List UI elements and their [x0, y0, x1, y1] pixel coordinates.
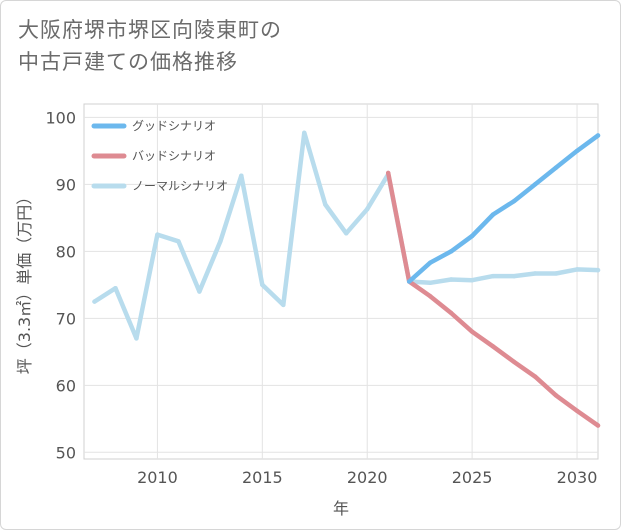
- data-point: [553, 271, 559, 276]
- data-point: [427, 280, 433, 286]
- series-0: [406, 133, 601, 284]
- data-point: [469, 329, 475, 334]
- y-tick-label: 70: [56, 309, 76, 328]
- data-point: [344, 231, 349, 236]
- data-point: [490, 212, 496, 217]
- data-point: [176, 239, 181, 244]
- y-tick-label: 60: [56, 376, 76, 395]
- plot-area: [83, 103, 599, 460]
- data-point: [365, 206, 370, 212]
- data-point: [155, 232, 160, 237]
- legend-item-0: グッドシナリオ: [91, 119, 216, 133]
- data-point: [511, 359, 517, 365]
- data-point: [323, 202, 328, 207]
- legend-label: グッドシナリオ: [132, 119, 216, 133]
- series-layer: [92, 130, 601, 428]
- data-point: [197, 289, 202, 294]
- data-point: [532, 271, 538, 276]
- data-point: [239, 173, 244, 178]
- chart-title: 大阪府堺市堺区向陵東町の 中古戸建ての価格推移: [18, 14, 282, 78]
- data-point: [595, 133, 601, 138]
- legend-item-1: バッドシナリオ: [91, 149, 216, 163]
- data-point: [281, 302, 286, 308]
- data-point: [448, 249, 454, 254]
- data-point: [574, 267, 580, 272]
- x-tick-label: 2010: [137, 468, 178, 487]
- data-point: [595, 423, 601, 428]
- y-tick-label: 90: [56, 175, 76, 194]
- data-point: [134, 336, 139, 341]
- data-point: [427, 260, 433, 265]
- data-point: [113, 285, 118, 291]
- y-axis-title: 坪（3.3㎡）単価（万円）: [15, 189, 34, 374]
- data-point: [469, 277, 475, 283]
- data-point: [532, 182, 538, 187]
- data-point: [553, 393, 559, 398]
- data-point: [553, 165, 559, 170]
- data-point: [574, 408, 580, 413]
- data-point: [469, 233, 475, 239]
- x-tick-label: 2025: [452, 468, 493, 487]
- y-tick-label: 80: [56, 242, 76, 261]
- series-line: [406, 133, 601, 284]
- data-point: [386, 170, 391, 176]
- chart-title-line-2: 中古戸建ての価格推移: [18, 50, 238, 74]
- data-point: [427, 294, 433, 299]
- legend-label: バッドシナリオ: [132, 149, 216, 163]
- data-point: [595, 267, 601, 273]
- y-axis-ticks: 50 60 70 80 90 100: [45, 108, 76, 462]
- legend-label: ノーマルシナリオ: [132, 179, 228, 193]
- x-tick-label: 2020: [347, 468, 388, 487]
- data-point: [511, 198, 517, 204]
- data-point: [260, 282, 265, 288]
- x-axis-ticks: 2010 2015 2020 2025 2030: [137, 468, 597, 487]
- series-1: [385, 170, 601, 428]
- data-point: [574, 148, 580, 154]
- data-point: [218, 239, 223, 244]
- y-tick-label: 50: [56, 443, 76, 462]
- data-point: [302, 130, 307, 136]
- data-point: [448, 310, 454, 316]
- data-point: [490, 344, 496, 349]
- data-point: [532, 374, 538, 379]
- x-axis-title: 年: [333, 499, 349, 518]
- data-point: [92, 299, 97, 304]
- chart-title-line-1: 大阪府堺市堺区向陵東町の: [18, 18, 282, 42]
- data-point: [406, 279, 412, 284]
- data-point: [490, 273, 496, 279]
- legend-item-2: ノーマルシナリオ: [91, 179, 228, 193]
- data-point: [448, 277, 454, 282]
- y-tick-label: 100: [45, 108, 76, 127]
- x-tick-label: 2030: [557, 468, 598, 487]
- x-tick-label: 2015: [242, 468, 283, 487]
- data-point: [511, 273, 517, 279]
